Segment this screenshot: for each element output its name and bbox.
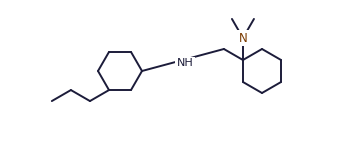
Text: NH: NH [176,58,193,68]
Text: N: N [239,31,247,45]
